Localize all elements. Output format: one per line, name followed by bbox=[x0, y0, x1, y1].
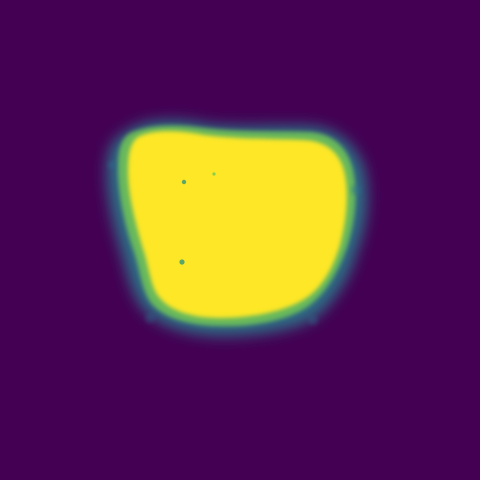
edge-noise-2 bbox=[351, 185, 361, 195]
mask-speck-1 bbox=[181, 179, 187, 185]
edge-noise-4 bbox=[145, 313, 155, 323]
edge-noise-3 bbox=[308, 315, 318, 325]
mask-speck-2 bbox=[179, 259, 185, 265]
edge-noise-1 bbox=[108, 161, 116, 169]
mask-core bbox=[128, 131, 347, 318]
mask-speck-3 bbox=[212, 172, 216, 176]
